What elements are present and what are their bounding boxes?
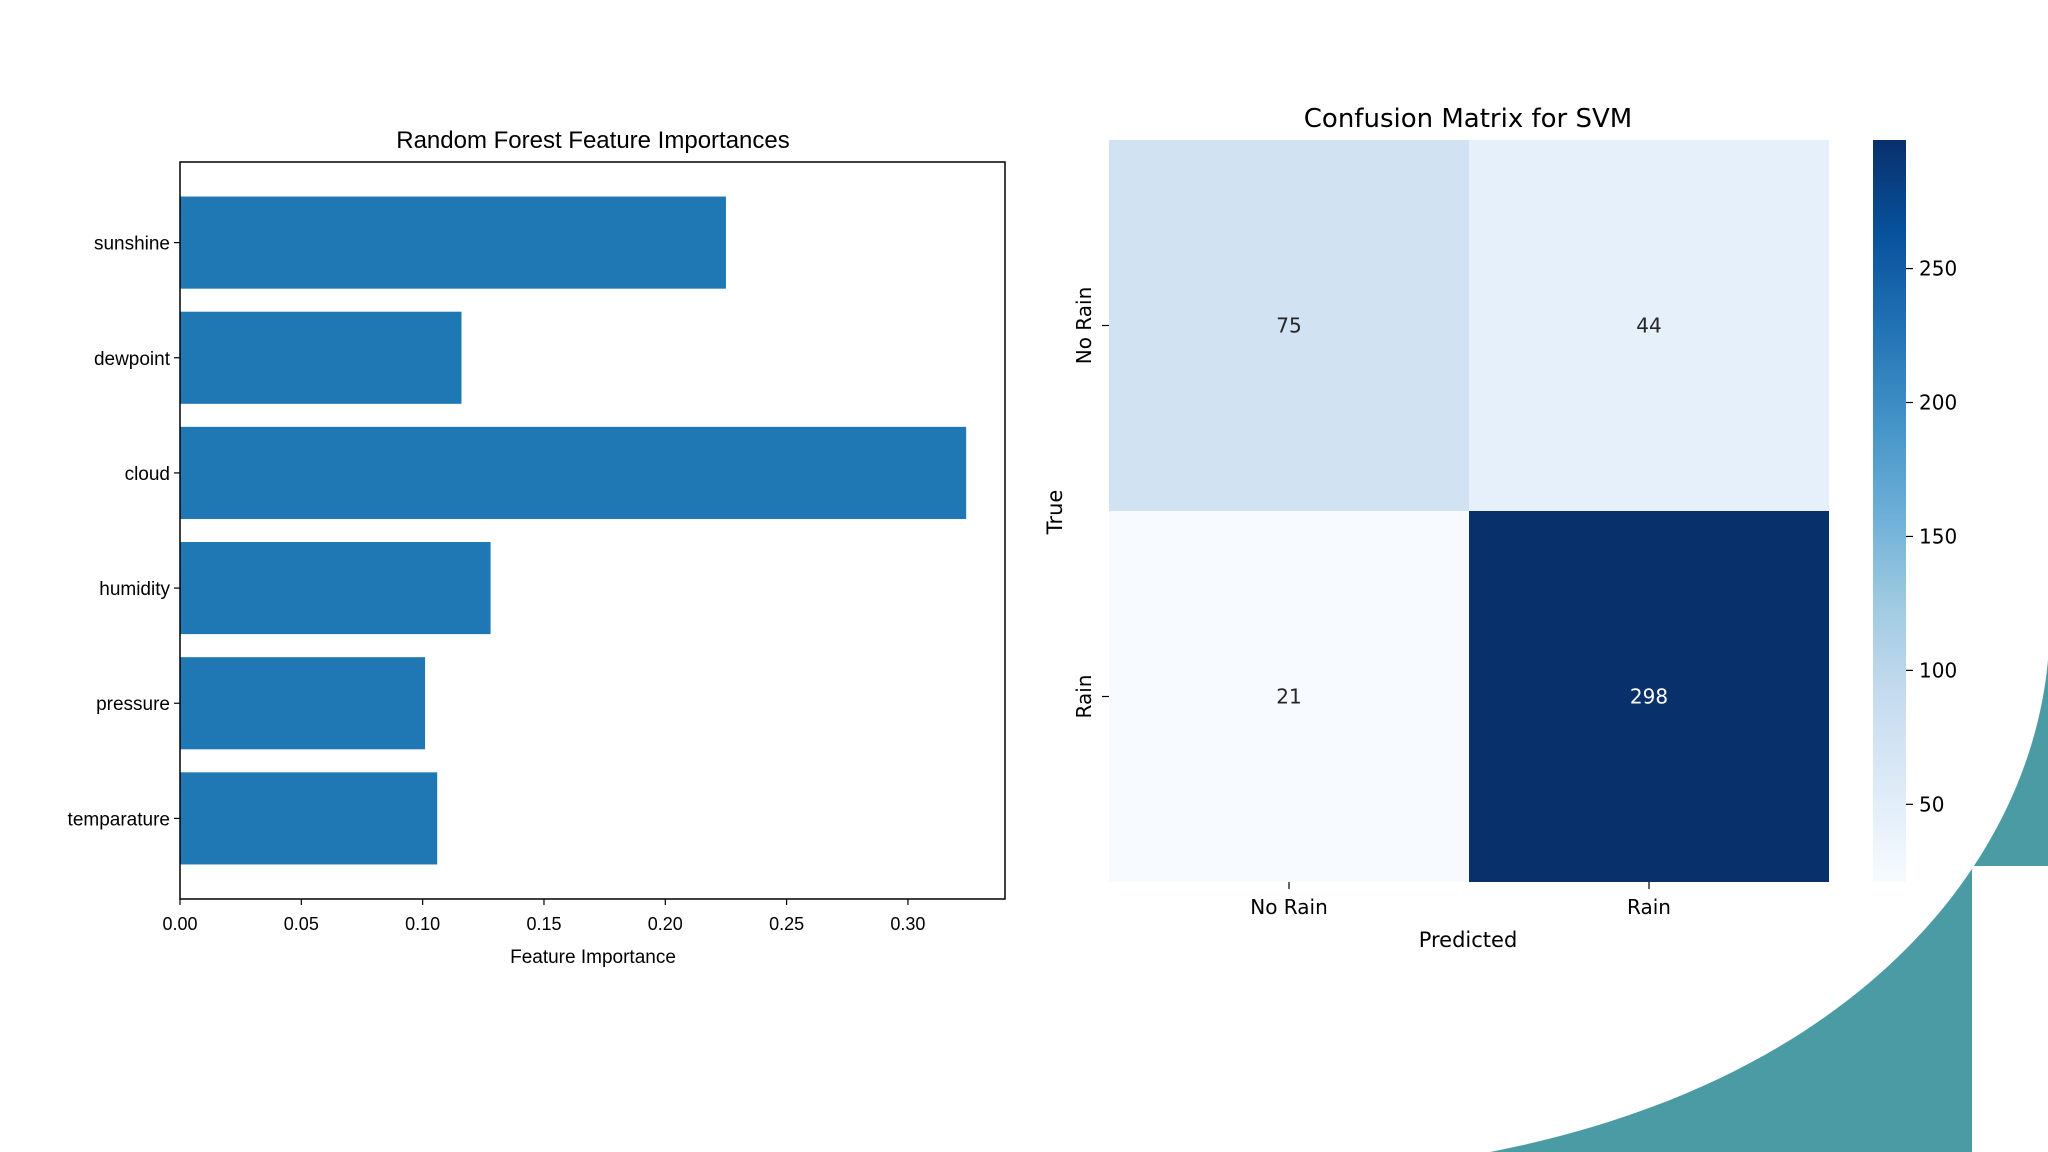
bar-temparature [180,772,438,865]
heatmap-ylabel: True [1043,490,1067,536]
heatmap-xtick-label: Rain [1627,895,1671,919]
ytick-label: cloud [125,464,170,485]
ytick-label: temparature [68,809,170,830]
heatmap-cell [1109,140,1469,511]
heatmap-cell [1109,511,1469,882]
colorbar-tick-label: 50 [1919,792,1944,816]
ytick-label: dewpoint [94,349,171,370]
white-notch [1972,866,2048,1152]
cell-value-label: 21 [1276,685,1301,709]
xtick-label: 0.10 [405,914,440,934]
ytick-label: sunshine [94,234,170,255]
ytick-label: pressure [96,694,170,715]
colorbar-tick-label: 150 [1919,524,1957,548]
cell-value-label: 44 [1636,314,1661,338]
bar-dewpoint [180,311,462,404]
bar-chart-xlabel: Feature Importance [510,947,676,968]
bar-pressure [180,657,426,750]
xtick-label: 0.15 [526,914,561,934]
colorbar-tick-label: 200 [1919,391,1957,415]
colorbar-tick-label: 100 [1919,658,1957,682]
heatmap-title: Confusion Matrix for SVM [1304,104,1632,134]
heatmap-xlabel: Predicted [1419,928,1518,952]
heatmap-ytick-label: Rain [1072,675,1096,719]
heatmap-cell [1469,511,1829,882]
xtick-label: 0.30 [890,914,925,934]
bar-sunshine [180,196,726,289]
heatmap-ytick-label: No Rain [1072,287,1096,365]
heatmap-cell [1469,140,1829,511]
xtick-label: 0.05 [284,914,319,934]
xtick-label: 0.25 [769,914,804,934]
cell-value-label: 298 [1630,685,1668,709]
xtick-label: 0.20 [648,914,683,934]
ytick-label: humidity [99,579,170,600]
colorbar-tick-label: 250 [1919,257,1957,281]
bar-cloud [180,426,967,519]
colorbar [1873,140,1906,882]
bar-humidity [180,542,491,635]
heatmap-xtick-label: No Rain [1250,895,1328,919]
teal-corner-shape [1490,660,2048,1152]
xtick-label: 0.00 [162,914,197,934]
bar-chart-title: Random Forest Feature Importances [396,127,790,154]
cell-value-label: 75 [1276,314,1301,338]
bar-chart-frame [179,161,1006,900]
